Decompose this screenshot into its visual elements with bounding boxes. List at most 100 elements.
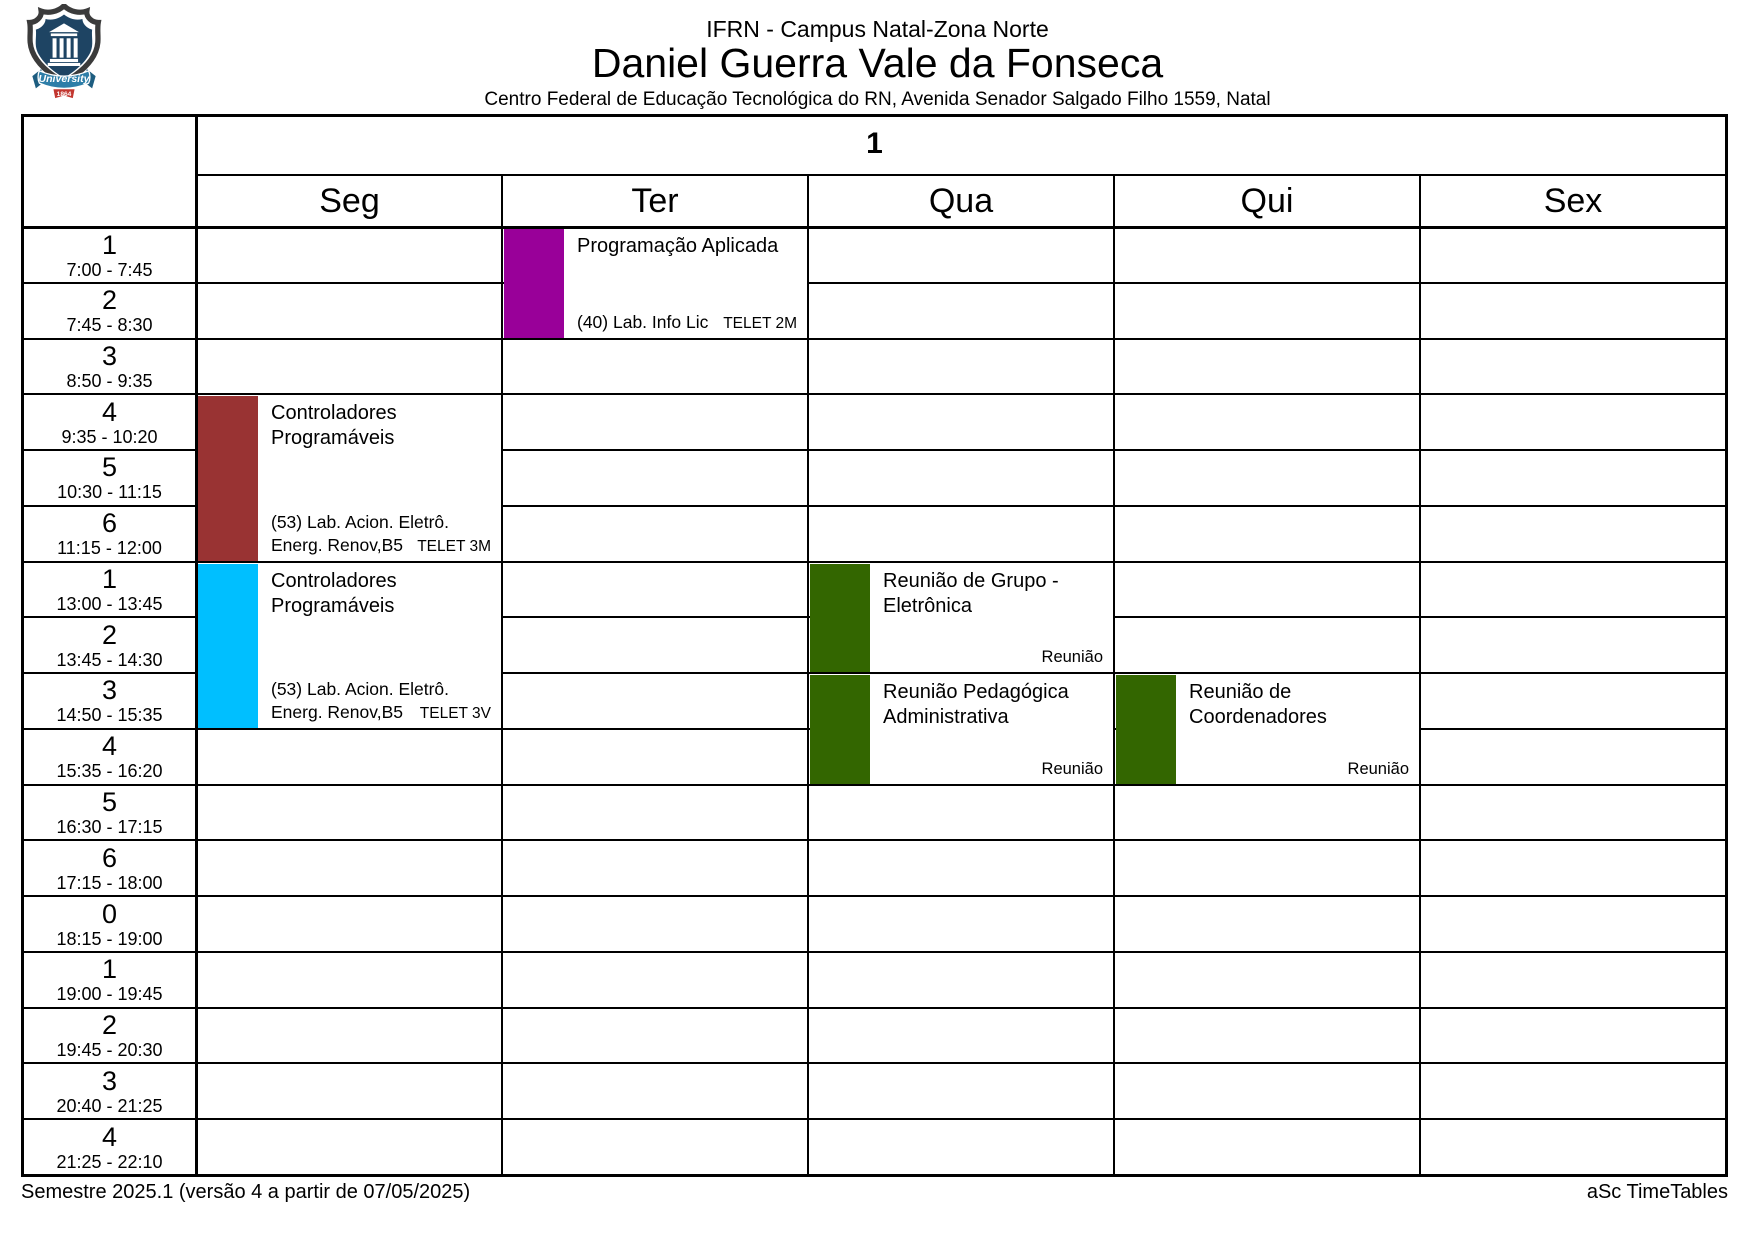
schedule-empty-cell (1419, 281, 1725, 338)
period-cell: 2 19:45 - 20:30 (24, 1006, 195, 1063)
event-title: Reunião Pedagógica Administrativa (883, 681, 1069, 729)
schedule-empty-cell (1419, 1062, 1725, 1119)
period-number: 4 (101, 1121, 118, 1152)
schedule-empty-cell (1113, 281, 1419, 338)
building-icon (47, 23, 81, 66)
period-number: 3 (101, 675, 118, 706)
period-cell: 4 21:25 - 22:10 (24, 1118, 195, 1174)
schedule-empty-cell (1113, 504, 1419, 561)
university-logo: University 1864 (26, 4, 102, 99)
event-color-band (1116, 675, 1176, 784)
schedule-empty-cell (1419, 839, 1725, 896)
event-color-band (198, 396, 258, 561)
schedule-empty-cell (1419, 560, 1725, 617)
period-time-range: 7:45 - 8:30 (66, 315, 153, 336)
schedule-empty-cell (501, 560, 807, 617)
event-controladores-programaveis-manha: Controladores Programáveis (53) Lab. Aci… (198, 396, 501, 561)
period-number: 2 (101, 1010, 118, 1041)
event-color-band (810, 563, 870, 673)
event-programacao-aplicada: Programação Aplicada (40) Lab. Info Lic … (504, 229, 807, 338)
period-number: 3 (101, 1065, 118, 1096)
event-title: Controladores Programáveis (271, 402, 397, 450)
period-cell: 1 19:00 - 19:45 (24, 950, 195, 1007)
schedule-empty-cell (807, 1062, 1113, 1119)
schedule-empty-cell (807, 672, 1113, 728)
day-header-qua: Qua (807, 174, 1113, 226)
institution-address: Centro Federal de Educação Tecnológica d… (484, 89, 1271, 110)
day-header-ter: Ter (501, 174, 807, 226)
event-title: Programação Aplicada (577, 235, 779, 257)
schedule-empty-cell (195, 393, 501, 450)
event-body: Reunião Pedagógica Administrativa Reuniã… (870, 675, 1113, 784)
event-color-band (504, 229, 564, 338)
schedule-empty-cell (501, 895, 807, 951)
period-cell: 4 9:35 - 10:20 (24, 393, 195, 449)
schedule-empty-cell (195, 839, 501, 896)
logo-year-text: 1864 (57, 91, 72, 98)
schedule-empty-cell (195, 1118, 501, 1174)
schedule-empty-cell (1419, 895, 1725, 951)
schedule-empty-cell (1113, 1062, 1419, 1119)
period-cell: 3 20:40 - 21:25 (24, 1062, 195, 1118)
event-title: Reunião de Coordenadores (1189, 681, 1327, 729)
schedule-empty-cell (1113, 616, 1419, 673)
group-header-cell (195, 117, 1725, 174)
event-room: (40) Lab. Info Lic (577, 311, 709, 332)
schedule-empty-cell (1419, 783, 1725, 840)
schedule-empty-cell (1113, 226, 1419, 282)
schedule-empty-cell (501, 950, 807, 1007)
schedule-empty-cell (501, 1062, 807, 1119)
period-number: 5 (101, 452, 118, 483)
schedule-empty-cell (807, 504, 1113, 561)
period-number: 1 (101, 954, 118, 985)
timetable-grid: 1 Seg Ter Qua Qui Sex 1 7:00 - 7:45 2 7:45 -… (21, 114, 1728, 1177)
period-cell: 3 14:50 - 15:35 (24, 672, 195, 728)
institution-name: IFRN - Campus Natal-Zona Norte (706, 16, 1049, 42)
schedule-empty-cell (195, 1062, 501, 1119)
period-cell: 1 7:00 - 7:45 (24, 226, 195, 282)
schedule-empty-cell (501, 226, 807, 282)
period-number: 6 (101, 842, 118, 873)
schedule-empty-cell (195, 560, 501, 617)
logo-banner-text: University (39, 73, 91, 85)
period-number: 6 (101, 508, 118, 539)
period-time-range: 19:00 - 19:45 (56, 984, 163, 1005)
schedule-empty-cell (1113, 1118, 1419, 1174)
footer-asc-timetables-brand: aSc TimeTables (1586, 1181, 1728, 1203)
period-time-range: 13:00 - 13:45 (56, 593, 163, 614)
banner-ribbon: University (32, 69, 96, 90)
event-title: Controladores Programáveis (271, 569, 397, 617)
schedule-empty-cell (1113, 950, 1419, 1007)
schedule-empty-cell (1113, 1006, 1419, 1063)
event-body: Reunião de Grupo - Eletrônica Reunião (870, 564, 1113, 673)
schedule-empty-cell (1419, 226, 1725, 282)
schedule-empty-cell (195, 337, 501, 394)
schedule-empty-cell (1113, 839, 1419, 896)
schedule-empty-cell (501, 839, 807, 896)
schedule-empty-cell (1419, 616, 1725, 673)
period-time-range: 13:45 - 14:30 (56, 649, 163, 670)
event-note: Reunião (1041, 648, 1103, 667)
period-number: 5 (101, 787, 118, 818)
period-cell: 6 11:15 - 12:00 (24, 504, 195, 561)
period-time-range: 16:30 - 17:15 (56, 817, 163, 838)
page-title-person-name: Daniel Guerra Vale da Fonseca (591, 40, 1164, 86)
schedule-empty-cell (807, 281, 1113, 338)
schedule-empty-cell (501, 504, 807, 561)
period-number: 2 (101, 285, 118, 316)
schedule-empty-cell (195, 281, 501, 338)
period-time-range: 14:50 - 15:35 (56, 705, 163, 726)
schedule-empty-cell (501, 616, 807, 673)
period-cell: 1 13:00 - 13:45 (24, 560, 195, 617)
period-time-range: 10:30 - 11:15 (57, 482, 162, 503)
period-cell: 2 13:45 - 14:30 (24, 616, 195, 672)
schedule-empty-cell (807, 839, 1113, 896)
schedule-empty-cell (1419, 337, 1725, 394)
schedule-empty-cell (195, 783, 501, 840)
period-cell: 4 15:35 - 16:20 (24, 727, 195, 784)
schedule-empty-cell (1419, 449, 1725, 505)
period-number: 1 (101, 563, 118, 594)
event-controladores-programaveis-tarde: Controladores Programáveis (53) Lab. Aci… (198, 563, 501, 728)
period-time-range: 7:00 - 7:45 (66, 259, 153, 280)
period-time-range: 19:45 - 20:30 (56, 1040, 163, 1061)
